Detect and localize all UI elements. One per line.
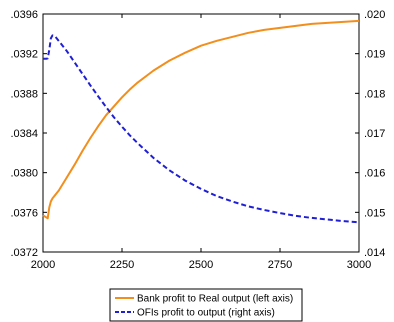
y-right-tick-label: .016: [364, 168, 385, 180]
y-left-tick-label: .0388: [10, 88, 38, 100]
y-left-tick-label: .0392: [10, 49, 38, 61]
y-right-tick-label: .017: [364, 128, 385, 140]
legend-box: [109, 288, 303, 322]
legend: Bank profit to Real output (left axis) OF…: [109, 288, 303, 322]
y-left-tick-label: .0384: [10, 128, 38, 140]
y-left-tick-label: .0396: [10, 9, 38, 21]
y-right-tick-label: .015: [364, 207, 385, 219]
legend-label-2: OFIs profit to output (right axis): [137, 308, 275, 319]
y-right-tick-label: .018: [364, 88, 385, 100]
y-left-tick-label: .0372: [10, 247, 38, 259]
x-tick-label: 2250: [110, 259, 134, 271]
y-left-tick-label: .0376: [10, 207, 38, 219]
y-right-tick-label: .019: [364, 49, 385, 61]
series-line-2: [43, 34, 360, 224]
x-tick-label: 2000: [31, 259, 55, 271]
plot-frame: [42, 13, 360, 253]
y-left-tick-label: .0380: [10, 168, 38, 180]
y-right-tick-label: .020: [364, 9, 385, 21]
legend-label-1: Bank profit to Real output (left axis): [137, 294, 293, 305]
x-tick-label: 3000: [347, 259, 371, 271]
series-line-1: [42, 19, 360, 220]
axis-ticks: 2000 2250 2500 2750 3000 .0372 .0376 .0380 .0384…: [10, 9, 385, 271]
series-lines: [42, 19, 360, 224]
x-tick-label: 2750: [268, 259, 292, 271]
x-tick-label: 2500: [189, 259, 213, 271]
y-right-tick-label: .014: [364, 247, 385, 259]
